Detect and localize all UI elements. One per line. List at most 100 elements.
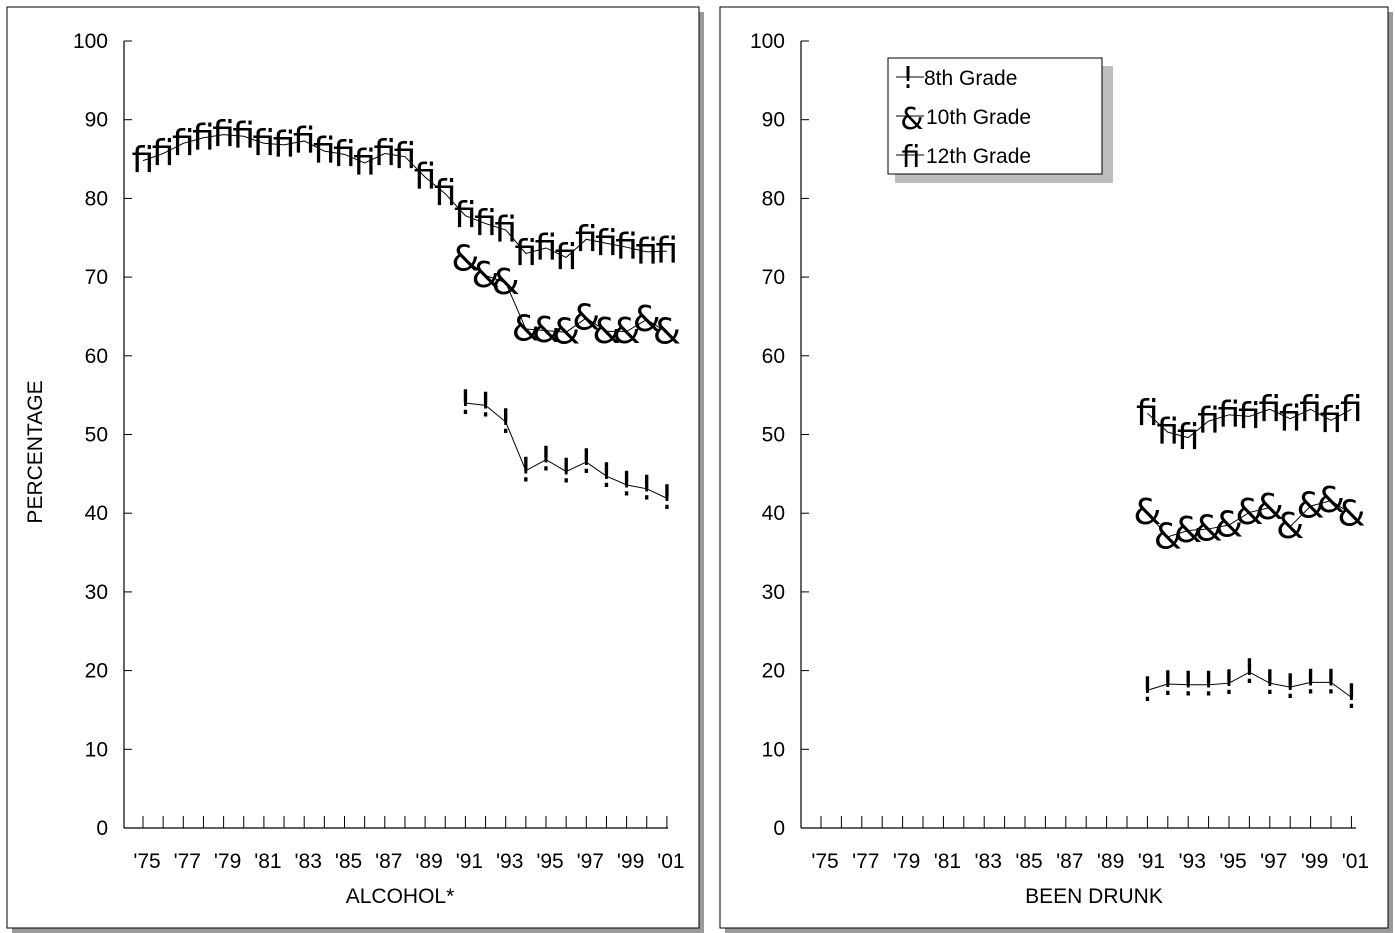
- y-tick-label: 70: [762, 266, 785, 289]
- data-point-twelfth: fi: [656, 231, 679, 272]
- data-point-eighth: !: [1181, 665, 1195, 705]
- data-point-tenth: &: [1174, 510, 1202, 551]
- data-point-twelfth: fi: [474, 203, 497, 244]
- data-point-twelfth: fi: [555, 237, 578, 278]
- left-y-axis-title: PERCENTAGE: [24, 380, 47, 523]
- x-tick-label: '99: [1301, 850, 1328, 873]
- data-point-twelfth: fi: [494, 209, 517, 250]
- y-tick-label: 10: [85, 738, 108, 761]
- series-line-tenth: [1147, 500, 1352, 538]
- y-tick-label: 50: [85, 424, 108, 447]
- data-point-twelfth: fi: [515, 233, 538, 274]
- series-line-eighth: [1147, 671, 1352, 698]
- x-tick-label: '89: [415, 850, 442, 873]
- series-line-tenth: [465, 258, 668, 333]
- data-point-tenth: &: [633, 299, 661, 340]
- x-tick-label: '99: [617, 850, 644, 873]
- legend-label-10th: 10th Grade: [926, 106, 1031, 129]
- data-point-twelfth: fi: [212, 114, 235, 155]
- x-tick-label: '93: [496, 850, 523, 873]
- x-tick-label: '81: [934, 850, 961, 873]
- y-tick-label: 10: [762, 738, 785, 761]
- data-point-tenth: &: [1154, 516, 1182, 557]
- data-point-tenth: &: [1317, 480, 1345, 521]
- data-point-tenth: &: [592, 311, 620, 352]
- y-tick-label: 30: [762, 581, 785, 604]
- data-point-twelfth: fi: [454, 195, 477, 236]
- data-point-twelfth: fi: [1177, 417, 1200, 458]
- x-tick-label: '79: [214, 850, 241, 873]
- data-point-tenth: &: [1235, 492, 1263, 533]
- x-tick-label: '81: [254, 850, 281, 873]
- data-point-twelfth: fi: [373, 133, 396, 174]
- x-tick-label: '77: [852, 850, 879, 873]
- data-point-eighth: !: [519, 451, 533, 491]
- y-tick-label: 100: [73, 30, 108, 53]
- series-line-twelfth: [142, 134, 667, 259]
- data-point-twelfth: fi: [615, 227, 638, 268]
- data-point-eighth: !: [1283, 667, 1297, 707]
- x-tick-label: '87: [1056, 850, 1083, 873]
- data-point-twelfth: fi: [635, 231, 658, 272]
- data-point-tenth: &: [1133, 492, 1161, 533]
- legend-label-12th: 12th Grade: [926, 145, 1031, 168]
- data-point-eighth: !: [1161, 664, 1175, 704]
- data-point-tenth: &: [1256, 487, 1284, 528]
- data-point-eighth: !: [1202, 665, 1216, 705]
- data-point-twelfth: fi: [1197, 401, 1220, 442]
- data-point-eighth: !: [559, 451, 573, 491]
- data-point-tenth: &: [451, 239, 479, 280]
- x-tick-label: '95: [1219, 850, 1246, 873]
- data-point-twelfth: fi: [575, 219, 598, 260]
- data-point-twelfth: fi: [232, 116, 255, 157]
- x-tick-label: '01: [657, 850, 684, 873]
- y-tick-label: 40: [762, 502, 785, 525]
- data-point-twelfth: fi: [1156, 412, 1179, 453]
- data-point-twelfth: fi: [353, 143, 376, 184]
- data-point-tenth: &: [1215, 505, 1243, 546]
- x-tick-label: '83: [295, 850, 322, 873]
- data-point-eighth: !: [600, 456, 614, 496]
- data-point-twelfth: fi: [1279, 398, 1302, 439]
- y-tick-label: 0: [773, 817, 785, 840]
- y-tick-label: 30: [85, 581, 108, 604]
- legend-label-8th: 8th Grade: [924, 67, 1017, 90]
- data-point-twelfth: fi: [172, 123, 195, 164]
- data-point-eighth: !: [660, 478, 674, 518]
- data-point-tenth: &: [1297, 486, 1325, 527]
- x-tick-label: '97: [577, 850, 604, 873]
- data-point-twelfth: fi: [253, 123, 276, 164]
- y-tick-label: 0: [96, 817, 108, 840]
- y-tick-label: 50: [762, 424, 785, 447]
- data-point-twelfth: fi: [1320, 400, 1343, 441]
- x-tick-label: '75: [133, 850, 160, 873]
- legend-marker-8th: !: [902, 61, 914, 96]
- data-point-twelfth: fi: [1299, 389, 1322, 430]
- data-point-eighth: !: [1345, 677, 1359, 717]
- x-tick-label: '93: [1179, 850, 1206, 873]
- legend-marker-10th: &: [900, 102, 923, 137]
- data-point-twelfth: fi: [1218, 394, 1241, 435]
- data-point-twelfth: fi: [394, 136, 417, 177]
- x-tick-label: '97: [1260, 850, 1287, 873]
- data-point-twelfth: fi: [333, 134, 356, 175]
- data-point-eighth: !: [1324, 662, 1338, 702]
- data-point-twelfth: fi: [293, 120, 316, 161]
- data-point-eighth: !: [1304, 662, 1318, 702]
- data-point-twelfth: fi: [1136, 393, 1159, 434]
- data-point-tenth: &: [653, 312, 681, 353]
- data-point-eighth: !: [499, 402, 513, 442]
- y-tick-label: 80: [85, 187, 108, 210]
- data-point-twelfth: fi: [313, 131, 336, 172]
- data-point-tenth: &: [613, 311, 641, 352]
- data-point-eighth: !: [539, 440, 553, 480]
- x-tick-label: '01: [1342, 850, 1369, 873]
- x-tick-label: '95: [536, 850, 563, 873]
- data-point-tenth: &: [532, 310, 560, 351]
- series-line-twelfth: [1147, 408, 1352, 439]
- x-tick-label: '91: [1138, 850, 1165, 873]
- data-point-twelfth: fi: [1340, 389, 1363, 430]
- data-point-twelfth: fi: [273, 124, 296, 165]
- data-point-twelfth: fi: [1258, 389, 1281, 430]
